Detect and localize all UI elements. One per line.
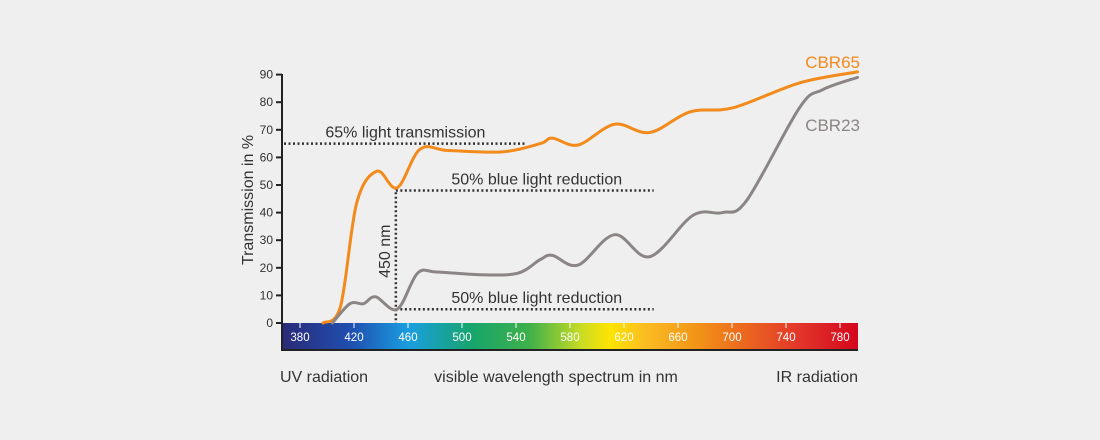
y-tick-label: 80 [260,95,274,109]
y-tick-label: 10 [260,288,274,302]
x-axis-label: visible wavelength spectrum in nm [434,369,678,386]
x-tick-label: 380 [290,332,309,344]
y-tick-label: 60 [260,150,274,164]
series-label-cbr65: CBR65 [805,53,860,72]
x-tick-label: 500 [452,332,471,344]
series-label-cbr23: CBR23 [805,116,860,135]
x-tick-label: 660 [668,332,687,344]
x-tick-label: 580 [560,332,579,344]
y-tick-label: 90 [260,68,274,82]
annotation-blue-light-reduction: 50% blue light reduction [451,172,622,189]
y-tick-label: 0 [266,316,273,330]
annotation-65-light-transmission: 65% light transmission [325,125,485,142]
y-tick-label: 70 [260,123,274,137]
spectrum-bar-baseline [282,349,858,351]
x-tick-label: 460 [398,332,417,344]
y-tick-label: 20 [260,261,274,275]
y-axis-label: Transmission in % [240,135,257,265]
series-line-cbr65 [321,70,860,325]
y-tick-label: 30 [260,233,274,247]
x-tick-label: 780 [830,332,849,344]
y-tick-label: 50 [260,178,274,192]
series-line-cbr23 [330,75,860,325]
annotation-blue-light-reduction: 50% blue light reduction [451,290,622,307]
x-tick-label: 540 [506,332,525,344]
annotation-450-nm: 450 nm [377,225,394,278]
x-tick-label: 740 [776,332,795,344]
x-tick-label: 620 [614,332,633,344]
label-uv-radiation: UV radiation [280,369,368,386]
x-tick-label: 700 [722,332,741,344]
x-tick-label: 420 [344,332,363,344]
y-tick-label: 40 [260,206,274,220]
label-ir-radiation: IR radiation [776,369,858,386]
